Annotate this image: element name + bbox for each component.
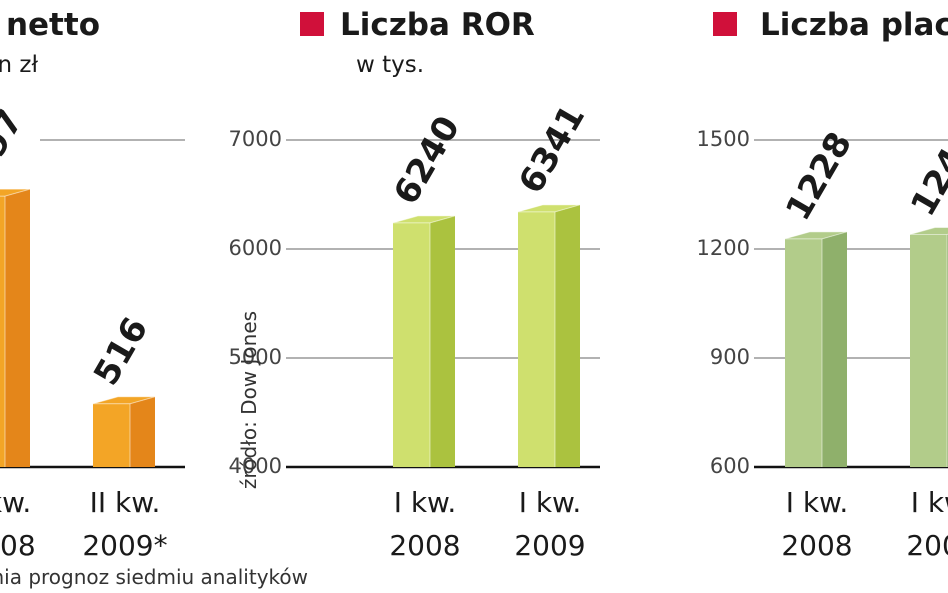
bar-side xyxy=(430,215,455,467)
bar-top xyxy=(784,231,848,240)
legend-marker xyxy=(713,12,737,36)
y-tick-label: 600 xyxy=(710,454,750,478)
y-tick-label: 4000 xyxy=(229,454,282,478)
x-tick-label: I kw. xyxy=(0,486,31,519)
y-tick-label: 900 xyxy=(710,345,750,369)
x-tick-label: 2009 xyxy=(514,529,585,562)
bar-front xyxy=(785,238,822,467)
bar-front xyxy=(518,211,555,467)
x-tick-label: II kw. xyxy=(90,486,161,519)
chart-subtitle: mln zł xyxy=(0,52,38,78)
bar-top xyxy=(392,215,456,224)
bar-side xyxy=(5,189,30,467)
bar-top xyxy=(517,204,581,213)
chart-title: Liczba placówek xyxy=(760,7,948,43)
value-label: 6240 xyxy=(386,109,468,211)
chart-title: Zysk netto xyxy=(0,7,100,43)
bar-front xyxy=(0,196,5,467)
y-tick-label: 6000 xyxy=(229,236,282,260)
value-label: 516 xyxy=(86,311,156,392)
y-tick-label: 1200 xyxy=(697,236,750,260)
value-label: 6341 xyxy=(511,98,593,200)
chart-subtitle: w tys. xyxy=(356,52,424,78)
bar-front xyxy=(93,403,130,467)
bar-side xyxy=(822,231,847,467)
bar-top xyxy=(92,396,156,405)
y-tick-label: 5000 xyxy=(229,345,282,369)
x-tick-label: I kw. xyxy=(911,486,948,519)
bar-top xyxy=(0,188,31,197)
x-tick-label: 2008 xyxy=(389,529,460,562)
x-tick-label: I kw. xyxy=(394,486,457,519)
source: źródło: Dow Jones xyxy=(237,311,261,489)
value-label: 1240 xyxy=(903,121,948,223)
y-tick-label: 7000 xyxy=(229,127,282,151)
bar-side xyxy=(130,396,155,467)
bar-side xyxy=(555,204,580,467)
x-tick-label: 2009* xyxy=(82,529,167,562)
bar-front xyxy=(910,234,947,467)
legend-marker xyxy=(300,12,324,36)
x-tick-label: 2009 xyxy=(906,529,948,562)
x-tick-label: 2008 xyxy=(0,529,36,562)
footnote: *Średnia prognoz siedmiu analityków xyxy=(0,565,308,589)
x-tick-label: 2008 xyxy=(781,529,852,562)
x-tick-label: I kw. xyxy=(519,486,582,519)
bar-top xyxy=(909,226,948,235)
value-label: 897 xyxy=(0,103,31,184)
x-tick-label: I kw. xyxy=(786,486,849,519)
bar-front xyxy=(393,222,430,467)
chart-title: Liczba ROR xyxy=(340,7,535,43)
y-tick-label: 1500 xyxy=(697,127,750,151)
